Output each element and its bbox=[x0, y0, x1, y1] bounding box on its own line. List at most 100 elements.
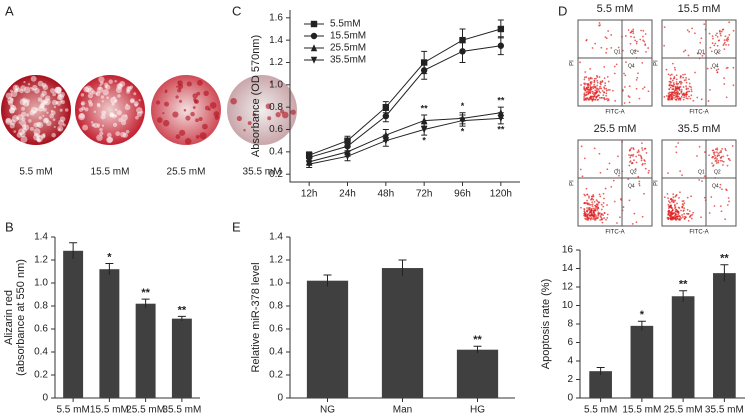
point-marker bbox=[420, 126, 428, 134]
point-marker bbox=[497, 115, 505, 123]
flow-event bbox=[586, 217, 589, 220]
stain-spot bbox=[208, 108, 211, 111]
flow-event bbox=[642, 39, 645, 42]
quadrant-label: Q4 bbox=[712, 183, 719, 189]
flow-event bbox=[601, 221, 604, 224]
stain-spot bbox=[126, 89, 130, 92]
error-bar bbox=[637, 320, 646, 331]
bar bbox=[135, 303, 156, 398]
flow-title: 25.5 mM bbox=[594, 123, 637, 135]
flow-event bbox=[639, 38, 642, 41]
stain-spot bbox=[33, 122, 39, 128]
flow-event bbox=[683, 215, 686, 218]
bar bbox=[381, 268, 424, 398]
flow-event bbox=[605, 94, 608, 97]
y-tick-label: 1.6 bbox=[269, 12, 283, 23]
stain-spot bbox=[125, 114, 128, 117]
stain-spot bbox=[9, 123, 15, 129]
flow-event bbox=[670, 93, 672, 96]
flow-event bbox=[676, 215, 679, 218]
flow-event bbox=[640, 159, 643, 162]
flow-event bbox=[601, 96, 603, 99]
flow-event bbox=[682, 86, 685, 88]
well-label: 35.5 mM bbox=[243, 167, 282, 178]
flow-event bbox=[594, 42, 597, 45]
flow-event bbox=[599, 82, 602, 85]
flow-event bbox=[585, 39, 588, 42]
stain-spot bbox=[39, 103, 45, 109]
flow-event bbox=[687, 54, 690, 57]
flow-event bbox=[676, 83, 679, 86]
stain-spot bbox=[138, 98, 141, 102]
flow-event bbox=[590, 217, 593, 219]
flow-event bbox=[675, 208, 678, 211]
flow-event bbox=[590, 210, 593, 213]
panel-letter: E bbox=[232, 219, 241, 234]
stain-spot bbox=[177, 83, 184, 90]
flow-event bbox=[667, 203, 670, 206]
bar bbox=[63, 250, 84, 398]
flow-event bbox=[668, 211, 671, 214]
flow-event bbox=[630, 147, 633, 150]
point-marker bbox=[382, 112, 390, 120]
flow-event bbox=[603, 86, 606, 89]
flow-event bbox=[711, 35, 714, 38]
flow-event bbox=[673, 203, 676, 206]
flow-event bbox=[593, 94, 596, 97]
flow-event bbox=[719, 159, 722, 162]
flow-event bbox=[669, 83, 671, 85]
point-marker bbox=[459, 48, 466, 55]
flow-event bbox=[584, 194, 587, 197]
stain-spot bbox=[102, 89, 109, 96]
flow-event bbox=[675, 81, 678, 83]
x-tick-label: 5.5 mM bbox=[584, 405, 617, 416]
flow-event bbox=[625, 61, 627, 64]
flow-x-label: FITC-A bbox=[605, 230, 624, 236]
y-tick-label: 8 bbox=[567, 319, 573, 330]
flow-event bbox=[669, 98, 672, 101]
flow-event bbox=[599, 91, 602, 94]
flow-event bbox=[586, 207, 588, 209]
flow-event bbox=[586, 203, 589, 206]
flow-event bbox=[686, 93, 688, 96]
stain-spot bbox=[21, 117, 26, 122]
flow-event bbox=[678, 196, 680, 199]
stain-spot bbox=[21, 124, 27, 129]
flow-event bbox=[667, 211, 670, 214]
legend-label: 35.5mM bbox=[330, 55, 366, 66]
stain-spot bbox=[105, 84, 111, 90]
flow-event bbox=[593, 200, 596, 203]
flow-event bbox=[592, 96, 594, 99]
flow-event bbox=[604, 187, 607, 190]
stain-spot bbox=[209, 102, 217, 109]
flow-event bbox=[603, 212, 606, 215]
point-marker bbox=[382, 103, 390, 111]
flow-event bbox=[600, 87, 603, 90]
flow-event bbox=[681, 206, 684, 209]
stain-spot bbox=[117, 94, 121, 98]
flow-event bbox=[623, 86, 626, 88]
flow-event bbox=[587, 77, 590, 80]
flow-event bbox=[597, 211, 600, 214]
flow-event bbox=[712, 37, 714, 40]
flow-event bbox=[605, 89, 608, 92]
flow-event bbox=[728, 34, 731, 36]
flow-event bbox=[615, 63, 618, 66]
flow-event bbox=[716, 51, 719, 54]
flow-event bbox=[731, 145, 734, 147]
flow-event bbox=[583, 208, 586, 211]
flow-event bbox=[595, 217, 598, 220]
flow-event bbox=[596, 79, 599, 82]
stain-spot bbox=[90, 121, 94, 124]
flow-event bbox=[668, 205, 671, 208]
y-tick-label: 6 bbox=[567, 337, 573, 348]
bar bbox=[713, 273, 736, 398]
stain-spot bbox=[30, 75, 37, 82]
flow-event bbox=[694, 71, 696, 74]
quadrant-label: Q1 bbox=[698, 49, 705, 55]
stain-spot bbox=[127, 86, 131, 90]
flow-event bbox=[667, 92, 670, 95]
error-bar bbox=[720, 264, 729, 282]
flow-event bbox=[637, 154, 640, 157]
stain-spot bbox=[46, 111, 49, 114]
